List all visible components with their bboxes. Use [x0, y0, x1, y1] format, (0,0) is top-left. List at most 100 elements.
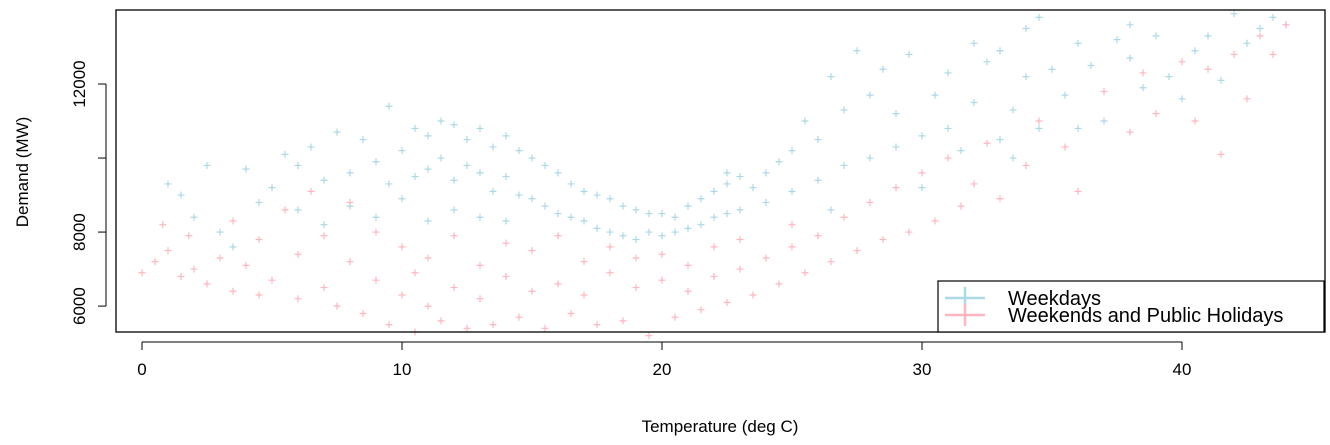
- data-point: [307, 187, 315, 195]
- data-point: [294, 250, 302, 258]
- data-point: [684, 261, 692, 269]
- data-point: [671, 213, 679, 221]
- data-point: [606, 269, 614, 277]
- data-point: [333, 302, 341, 310]
- data-point: [346, 198, 354, 206]
- data-point: [788, 221, 796, 229]
- data-point: [411, 173, 419, 181]
- data-point: [294, 161, 302, 169]
- data-point: [294, 206, 302, 214]
- x-tick-label: 40: [1173, 360, 1192, 379]
- data-point: [775, 280, 783, 288]
- data-point: [749, 184, 757, 192]
- data-point: [1061, 143, 1069, 151]
- data-point: [385, 321, 393, 329]
- data-point: [424, 165, 432, 173]
- x-tick-label: 30: [913, 360, 932, 379]
- data-point: [385, 102, 393, 110]
- data-point: [554, 169, 562, 177]
- data-point: [554, 232, 562, 240]
- data-point: [866, 154, 874, 162]
- data-point: [1204, 65, 1212, 73]
- data-point: [580, 291, 588, 299]
- data-point: [346, 258, 354, 266]
- data-point: [450, 121, 458, 129]
- data-point: [736, 265, 744, 273]
- data-point: [970, 99, 978, 107]
- data-point: [1061, 91, 1069, 99]
- data-point: [307, 143, 315, 151]
- data-point: [944, 154, 952, 162]
- data-point: [1126, 21, 1134, 29]
- data-point: [879, 235, 887, 243]
- data-point: [489, 187, 497, 195]
- data-point: [1256, 32, 1264, 40]
- data-point: [762, 198, 770, 206]
- points-layer: [138, 10, 1290, 340]
- legend-label: Weekdays: [1008, 288, 1101, 310]
- data-point: [645, 228, 653, 236]
- x-axis-title: Temperature (deg C): [642, 417, 799, 436]
- data-point: [1256, 25, 1264, 33]
- data-point: [320, 176, 328, 184]
- data-point: [775, 158, 783, 166]
- data-point: [710, 243, 718, 251]
- data-point: [684, 287, 692, 295]
- data-point: [437, 317, 445, 325]
- data-point: [1178, 95, 1186, 103]
- data-point: [1217, 76, 1225, 84]
- data-point: [1269, 13, 1277, 21]
- data-point: [1113, 36, 1121, 44]
- data-point: [749, 291, 757, 299]
- data-point: [593, 321, 601, 329]
- data-point: [1152, 32, 1160, 40]
- data-point: [515, 147, 523, 155]
- data-point: [1126, 54, 1134, 62]
- data-point: [1074, 39, 1082, 47]
- data-point: [476, 169, 484, 177]
- data-point: [996, 136, 1004, 144]
- data-point: [957, 147, 965, 155]
- data-point: [983, 58, 991, 66]
- data-point: [1139, 84, 1147, 92]
- data-point: [320, 221, 328, 229]
- data-point: [515, 313, 523, 321]
- data-point: [411, 124, 419, 132]
- data-point: [1022, 25, 1030, 33]
- x-axis: 0 10 20 30 40: [137, 341, 1192, 379]
- data-point: [853, 247, 861, 255]
- data-point: [1009, 154, 1017, 162]
- data-point: [541, 161, 549, 169]
- data-point: [580, 258, 588, 266]
- data-point: [1100, 117, 1108, 125]
- data-point: [671, 228, 679, 236]
- data-point: [1178, 58, 1186, 66]
- data-point: [866, 198, 874, 206]
- data-point: [281, 206, 289, 214]
- data-point: [203, 161, 211, 169]
- data-point: [1243, 39, 1251, 47]
- data-point: [1035, 13, 1043, 21]
- data-point: [723, 298, 731, 306]
- data-point: [736, 235, 744, 243]
- data-point: [905, 228, 913, 236]
- data-point: [359, 136, 367, 144]
- data-point: [710, 213, 718, 221]
- data-point: [541, 202, 549, 210]
- data-point: [411, 269, 419, 277]
- data-point: [268, 276, 276, 284]
- data-point: [450, 206, 458, 214]
- data-point: [476, 124, 484, 132]
- data-point: [159, 221, 167, 229]
- data-point: [801, 117, 809, 125]
- y-tick-label: 6000: [70, 287, 89, 325]
- data-point: [177, 272, 185, 280]
- data-point: [814, 232, 822, 240]
- data-point: [437, 117, 445, 125]
- x-tick-label: 20: [653, 360, 672, 379]
- data-point: [476, 213, 484, 221]
- data-point: [190, 213, 198, 221]
- data-point: [736, 173, 744, 181]
- x-tick-label: 10: [393, 360, 412, 379]
